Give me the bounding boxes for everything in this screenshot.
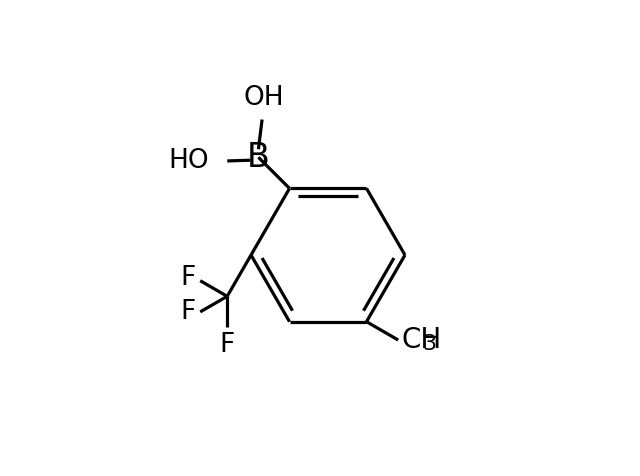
Text: HO: HO (168, 148, 209, 174)
Text: F: F (180, 299, 196, 325)
Text: OH: OH (244, 86, 284, 111)
Text: 3: 3 (422, 335, 436, 355)
Text: F: F (180, 265, 196, 291)
Text: CH: CH (401, 326, 442, 354)
Text: B: B (247, 141, 270, 174)
Text: F: F (220, 332, 235, 358)
